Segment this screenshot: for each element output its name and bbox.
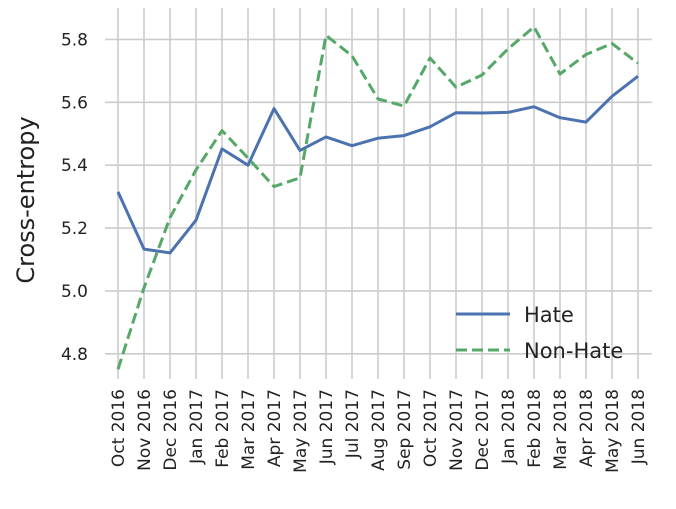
x-tick-label: Dec 2016: [161, 389, 181, 471]
x-tick-labels: Oct 2016 Nov 2016 Dec 2016 Jan 2017 Feb 2017…: [109, 389, 649, 473]
x-tick-label: Mar 2018: [551, 389, 571, 470]
series-line: [116, 25, 639, 370]
x-tick-label: Apr 2018: [577, 389, 597, 467]
x-tick-label: Jan 2017: [187, 389, 207, 465]
y-tick-label: 4.8: [61, 345, 88, 365]
series-layer: [116, 25, 639, 370]
y-tick-label: 5.2: [61, 219, 88, 239]
x-tick-label: Jul 2017: [343, 389, 363, 459]
x-tick-label: Nov 2017: [447, 389, 467, 471]
x-tick-label: Sep 2017: [395, 389, 415, 470]
x-tick-label: Oct 2016: [109, 389, 129, 467]
y-tick-label: 5.8: [61, 30, 88, 50]
x-tick-label: Jan 2018: [499, 389, 519, 465]
x-tick-label: Feb 2017: [213, 389, 233, 468]
x-tick-label: Apr 2017: [265, 389, 285, 467]
grid-layer: [105, 8, 652, 379]
legend: Hate Non-Hate: [456, 303, 623, 363]
series-line: [116, 75, 639, 255]
x-tick-label: Aug 2017: [369, 389, 389, 471]
legend-entry: Non-Hate: [524, 339, 623, 363]
x-tick-label: Jun 2018: [629, 389, 649, 465]
y-tick-labels: 4.8 5.0 5.2 5.4 5.6 5.8: [61, 30, 88, 364]
x-tick-label: Dec 2017: [473, 389, 493, 471]
x-tick-label: Jun 2017: [317, 389, 337, 465]
y-tick-label: 5.6: [61, 93, 88, 113]
y-tick-label: 5.0: [61, 282, 88, 302]
x-tick-label: Oct 2017: [421, 389, 441, 467]
x-tick-label: Nov 2016: [135, 389, 155, 471]
legend-entry: Hate: [524, 303, 574, 327]
x-tick-label: Mar 2017: [239, 389, 259, 470]
x-tick-label: May 2018: [603, 389, 623, 473]
y-tick-label: 5.4: [61, 156, 88, 176]
x-tick-label: May 2017: [291, 389, 311, 473]
x-tick-label: Feb 2018: [525, 389, 545, 468]
y-axis-label: Cross-entropy: [12, 116, 40, 283]
